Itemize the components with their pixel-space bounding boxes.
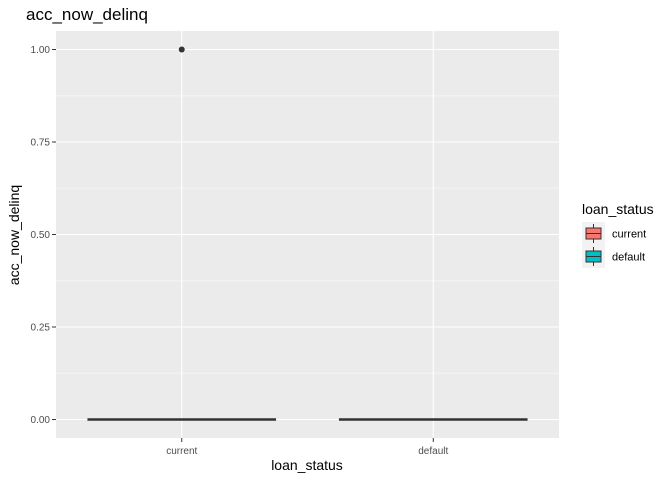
legend-label: current [612,229,646,241]
y-axis-label: acc_now_delinq [6,185,22,285]
y-tick-label: 1.00 [31,45,51,56]
y-axis: 0.00 0.25 0.50 0.75 1.00 [31,45,56,426]
x-tick-label: current [166,446,197,457]
legend: loan_status current default [582,201,654,268]
outlier-point [178,46,185,53]
y-tick-label: 0.25 [31,323,51,334]
grid-lines [56,31,559,438]
boxes [87,46,528,421]
chart-title: acc_now_delinq [26,5,148,24]
legend-label: default [612,252,645,264]
x-axis-label: loan_status [271,457,343,473]
legend-title: loan_status [582,201,654,217]
y-tick-label: 0.50 [31,230,51,241]
y-tick-label: 0.00 [31,415,51,426]
y-tick-label: 0.75 [31,138,51,149]
x-axis: current default [166,438,448,457]
x-tick-label: default [418,446,448,457]
